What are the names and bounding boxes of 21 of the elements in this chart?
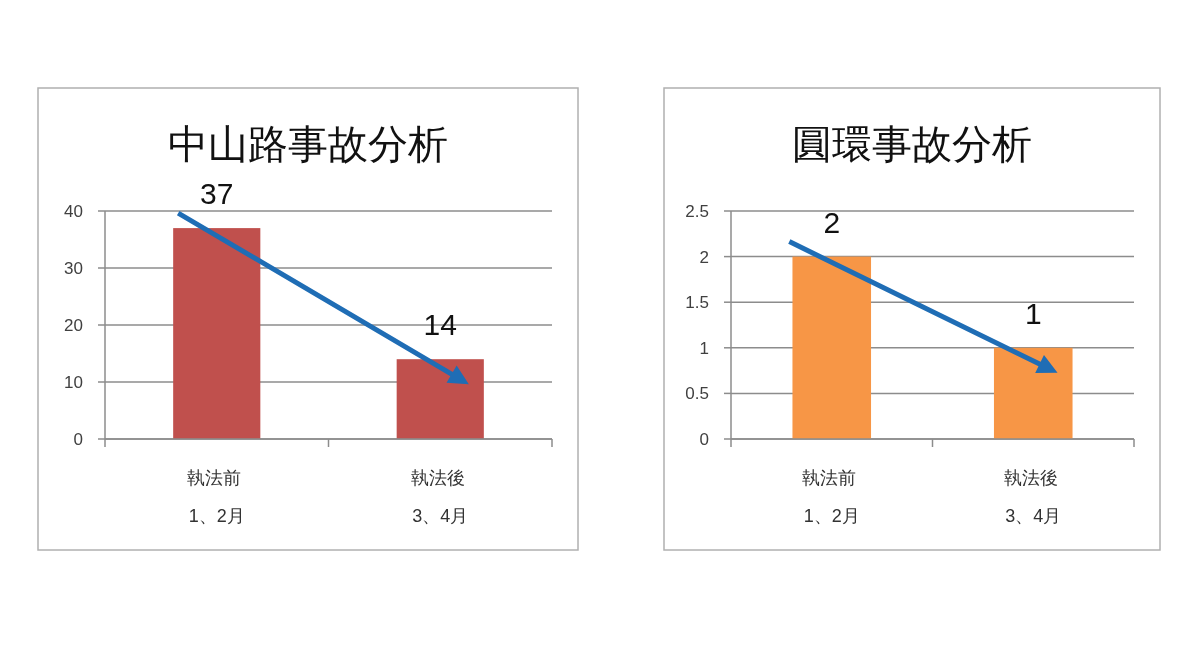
y-tick-label: 40	[64, 202, 83, 221]
chart-title: 圓環事故分析	[792, 122, 1032, 166]
x-tick-label: 執法前 1、2月	[802, 468, 860, 526]
data-label: 14	[423, 308, 457, 342]
x-tick-label: 執法後 3、4月	[1003, 468, 1062, 526]
y-tick-label: 0	[73, 430, 83, 449]
data-label: 37	[200, 177, 234, 211]
y-tick-label: 0	[699, 430, 709, 449]
data-label: 2	[823, 205, 841, 239]
y-tick-label: 30	[64, 259, 83, 278]
chart-title: 中山路事故分析	[168, 122, 448, 166]
data-label: 1	[1024, 296, 1042, 330]
y-tick-label: 1	[699, 338, 709, 358]
y-tick-label: 0.5	[685, 384, 709, 404]
y-tick-label: 2	[699, 247, 709, 267]
x-tick-label: 執法後 3、4月	[410, 468, 469, 526]
y-tick-label: 20	[64, 316, 83, 335]
x-tick-label: 執法前 1、2月	[187, 468, 245, 526]
y-tick-label: 1.5	[685, 293, 709, 313]
y-tick-label: 10	[64, 373, 83, 392]
y-tick-label: 2.5	[685, 202, 709, 221]
